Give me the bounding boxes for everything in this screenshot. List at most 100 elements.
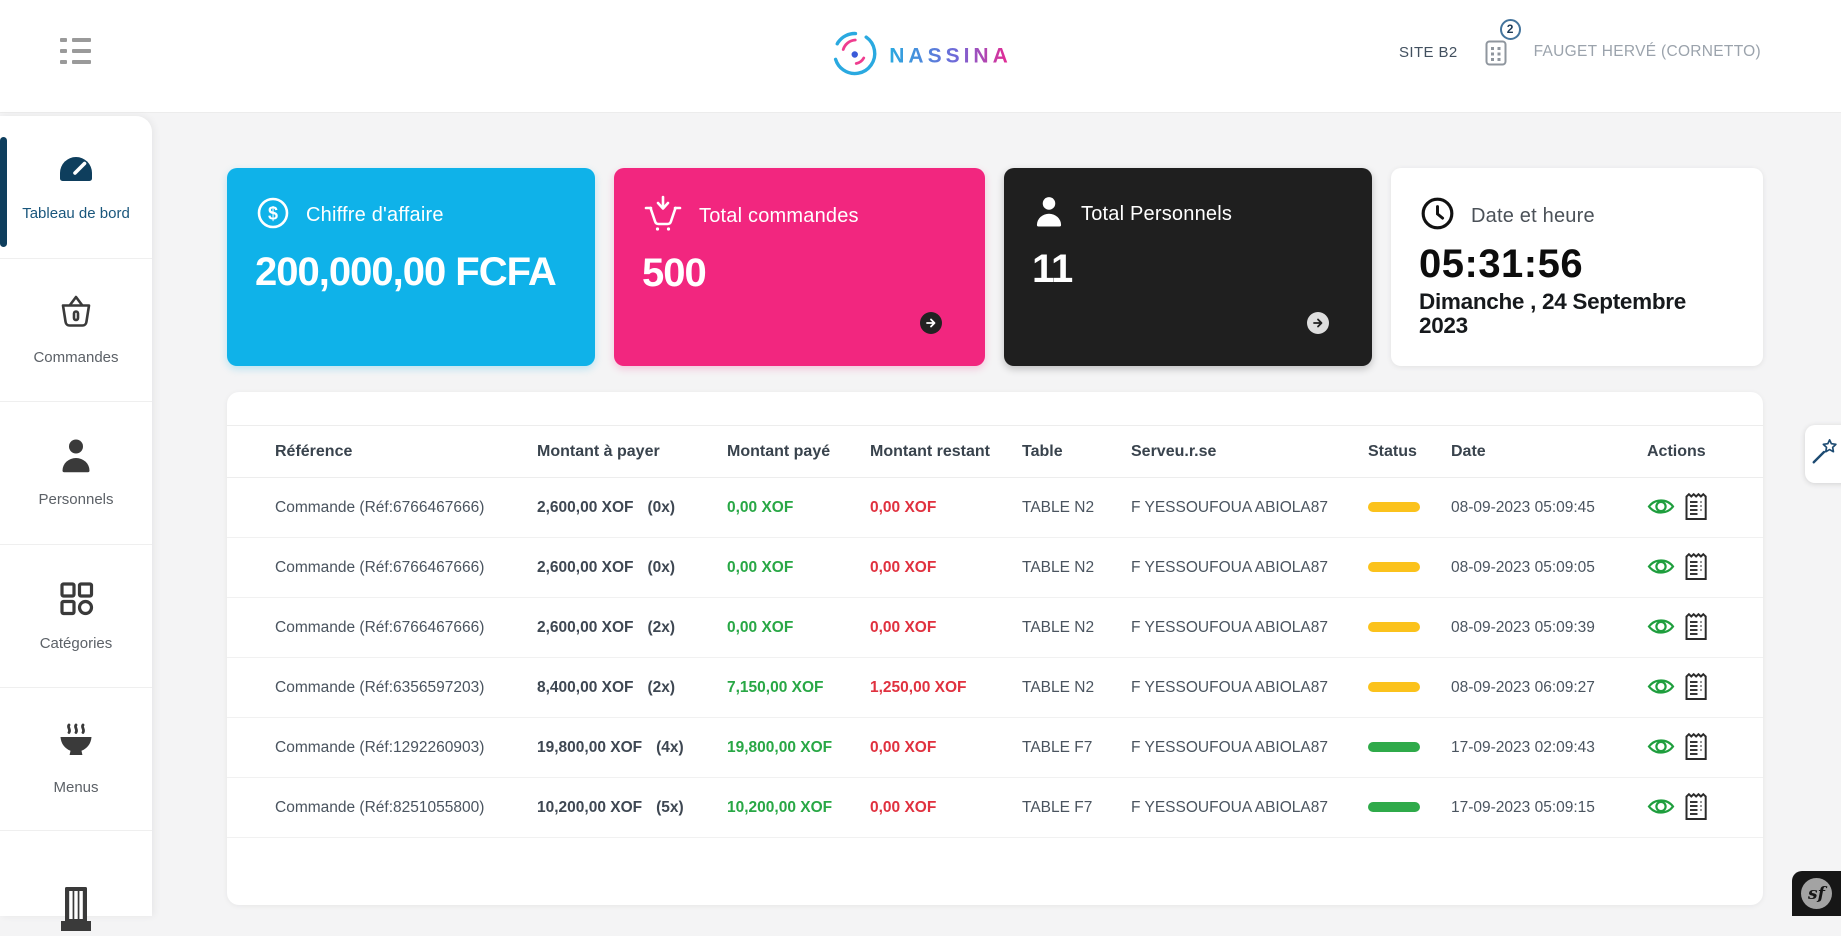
notification-count-badge: 2 xyxy=(1499,18,1521,40)
receipt-icon xyxy=(1683,671,1708,704)
order-table-number: TABLE N2 xyxy=(1022,498,1095,516)
order-receipt-button[interactable] xyxy=(1683,731,1708,764)
order-status-cell xyxy=(1368,559,1451,577)
total-orders-card-title: Total commandes xyxy=(699,204,859,227)
order-amount-paid: 19,800,00 XOF xyxy=(727,738,833,756)
sidebar-item-menus[interactable]: Menus xyxy=(0,688,152,831)
order-receipt-button[interactable] xyxy=(1683,551,1708,584)
sidebar: Tableau de bord Commandes Personnels xyxy=(0,116,152,931)
theme-customizer-tab[interactable] xyxy=(1805,425,1841,483)
order-datetime: 17-09-2023 02:09:43 xyxy=(1451,738,1595,756)
order-table-number: TABLE N2 xyxy=(1022,678,1095,696)
order-reference: Commande (Réf:6766467666) xyxy=(275,558,485,576)
order-server-name: F YESSOUFOUA ABIOLA87 xyxy=(1131,738,1328,756)
eye-icon xyxy=(1647,616,1675,640)
view-order-button[interactable] xyxy=(1647,676,1675,700)
order-amount-due: 2,600,00 XOF (0x) xyxy=(537,498,676,516)
magic-wand-icon xyxy=(1810,438,1838,471)
current-time: 05:31:56 xyxy=(1419,242,1584,286)
sidebar-item-label: Commandes xyxy=(33,349,119,366)
basket-icon xyxy=(57,294,95,336)
order-receipt-button[interactable] xyxy=(1683,671,1708,704)
order-quantity-multiplier: (5x) xyxy=(656,798,684,816)
order-amount-due: 19,800,00 XOF (4x) xyxy=(537,738,684,756)
eye-icon xyxy=(1647,796,1675,820)
person-icon xyxy=(1032,195,1066,233)
staff-more-info-button[interactable] xyxy=(1307,312,1329,334)
view-order-button[interactable] xyxy=(1647,616,1675,640)
order-row: Commande (Réf:6356597203) 8,400,00 XOF (2… xyxy=(227,658,1763,718)
view-order-button[interactable] xyxy=(1647,796,1675,820)
status-pill xyxy=(1368,501,1420,512)
symfony-toolbar-toggle[interactable]: sf xyxy=(1792,871,1841,916)
order-amount-due: 8,400,00 XOF (2x) xyxy=(537,678,676,696)
order-amount-remaining: 0,00 XOF xyxy=(870,618,937,636)
orders-more-info-button[interactable] xyxy=(920,312,942,334)
orders-table-header: Référence Montant à payer Montant payé M… xyxy=(227,425,1763,478)
sidebar-item-label: Menus xyxy=(53,778,99,796)
eye-icon xyxy=(1647,676,1675,700)
order-row: Commande (Réf:6766467666) 2,600,00 XOF (2… xyxy=(227,598,1763,658)
sidebar-item-personnels[interactable]: Personnels xyxy=(0,402,152,545)
sidebar-item-categories[interactable]: Catégories xyxy=(0,545,152,688)
order-datetime: 08-09-2023 05:09:05 xyxy=(1451,558,1595,576)
order-amount-paid: 0,00 XOF xyxy=(727,558,794,576)
categories-icon xyxy=(58,580,95,622)
sidebar-item-tableau-de-bord[interactable]: Tableau de bord xyxy=(0,116,152,259)
view-order-button[interactable] xyxy=(1647,496,1675,520)
order-amount-remaining: 0,00 XOF xyxy=(870,498,937,516)
store-icon xyxy=(58,885,94,936)
eye-icon xyxy=(1647,556,1675,580)
brand-name: NASSINA xyxy=(889,44,1012,67)
sidebar-item-store[interactable] xyxy=(0,831,152,936)
calculator-grid-icon xyxy=(1484,40,1508,71)
person-icon xyxy=(57,438,95,478)
site-label: SITE B2 xyxy=(1398,43,1458,61)
column-header-server: Serveu.r.se xyxy=(1131,442,1217,460)
column-header-amount-paid: Montant payé xyxy=(727,442,831,460)
orders-table-body: Commande (Réf:6766467666) 2,600,00 XOF (0… xyxy=(227,478,1763,838)
column-header-table: Table xyxy=(1022,442,1063,460)
sidebar-item-label: Personnels xyxy=(38,491,114,508)
total-staff-value: 11 xyxy=(1032,247,1073,291)
datetime-card: Date et heure 05:31:56 Dimanche , 24 Sep… xyxy=(1391,168,1763,366)
order-actions xyxy=(1647,791,1733,824)
order-receipt-button[interactable] xyxy=(1683,791,1708,824)
receipt-icon xyxy=(1683,611,1708,644)
user-account-label[interactable]: FAUGET HERVÉ (CORNETTO) xyxy=(1533,43,1761,60)
order-amount-paid: 0,00 XOF xyxy=(727,618,794,636)
order-server-name: F YESSOUFOUA ABIOLA87 xyxy=(1131,678,1328,696)
sidebar-item-label: Tableau de bord xyxy=(22,204,130,222)
brand-logo[interactable]: NASSINA xyxy=(829,29,1012,84)
order-receipt-button[interactable] xyxy=(1683,611,1708,644)
clock-icon xyxy=(1419,195,1456,237)
total-orders-value: 500 xyxy=(642,251,707,295)
sidebar-item-commandes[interactable]: Commandes xyxy=(0,259,152,402)
order-amount-due: 2,600,00 XOF (2x) xyxy=(537,618,676,636)
order-reference: Commande (Réf:6766467666) xyxy=(275,498,485,516)
status-pill xyxy=(1368,801,1420,812)
menu-toggle-icon[interactable] xyxy=(60,38,98,64)
recent-orders-panel: Référence Montant à payer Montant payé M… xyxy=(227,392,1763,905)
active-indicator-bar xyxy=(0,137,7,247)
order-reference: Commande (Réf:1292260903) xyxy=(275,738,485,756)
column-header-amount-due: Montant à payer xyxy=(537,442,660,460)
status-pill xyxy=(1368,561,1420,572)
column-header-reference: Référence xyxy=(275,442,353,460)
status-pill xyxy=(1368,741,1420,752)
status-pill xyxy=(1368,621,1420,632)
eye-icon xyxy=(1647,496,1675,520)
order-table-number: TABLE N2 xyxy=(1022,558,1095,576)
order-actions xyxy=(1647,671,1733,704)
bowl-icon xyxy=(57,723,95,766)
order-receipt-button[interactable] xyxy=(1683,491,1708,524)
order-quantity-multiplier: (2x) xyxy=(647,618,676,636)
order-amount-remaining: 0,00 XOF xyxy=(870,738,937,756)
order-reference: Commande (Réf:8251055800) xyxy=(275,798,485,816)
total-orders-card: Total commandes 500 xyxy=(614,168,985,366)
view-order-button[interactable] xyxy=(1647,556,1675,580)
dollar-circle-icon: $ xyxy=(255,195,291,236)
orders-notification-button[interactable]: 2 xyxy=(1484,18,1521,72)
order-server-name: F YESSOUFOUA ABIOLA87 xyxy=(1131,558,1328,576)
view-order-button[interactable] xyxy=(1647,736,1675,760)
